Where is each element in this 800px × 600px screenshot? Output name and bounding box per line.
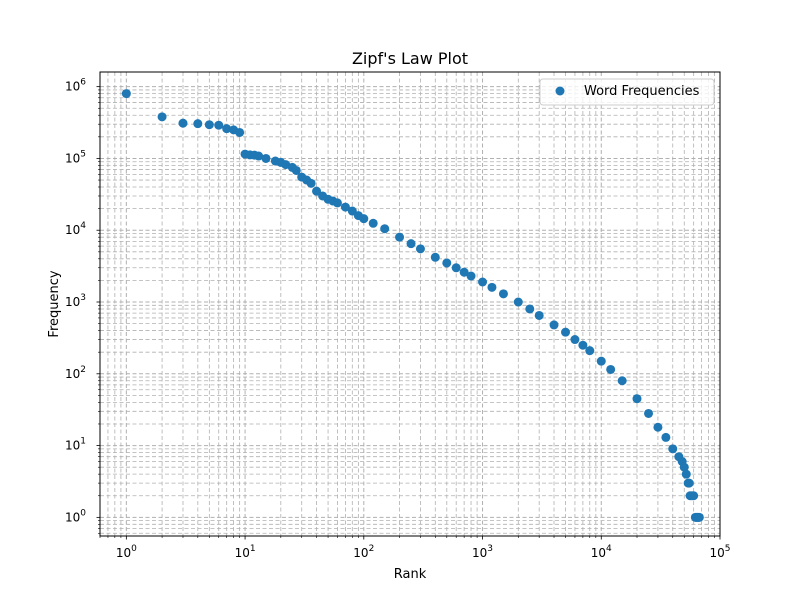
x-tick-label: 101 [235,544,256,560]
y-tick-label: 105 [65,149,86,165]
data-point [235,127,245,137]
x-axis-ticks: 100 101 102 103 104 105 [99,536,731,560]
legend-label: Word Frequencies [584,84,700,99]
y-axis-ticks: 100 101 102 103 104 105 106 [65,78,100,534]
data-point [415,244,425,254]
y-tick-label: 100 [65,508,86,524]
data-point [380,224,390,234]
data-point [549,320,559,330]
y-tick-label: 102 [65,365,86,381]
data-point [178,118,188,128]
data-point [291,165,301,175]
data-point [459,267,469,277]
y-tick-label: 104 [65,221,86,237]
data-point [442,258,452,268]
y-tick-label: 106 [65,78,86,94]
x-tick-label: 103 [472,544,493,560]
y-tick-label: 103 [65,293,86,309]
x-tick-label: 100 [116,544,137,560]
data-point [214,120,224,130]
chart-title: Zipf's Law Plot [352,49,468,68]
data-point [332,198,342,208]
data-point [661,432,671,442]
data-point [157,112,167,122]
data-points [121,89,704,522]
data-point [340,202,350,212]
data-point [306,178,316,188]
x-tick-label: 102 [353,544,374,560]
data-point [513,297,523,307]
data-point [596,356,606,366]
x-tick-label: 104 [591,544,612,560]
data-point [222,124,232,134]
data-point [578,340,588,350]
legend-box [539,78,715,106]
data-point [451,263,461,273]
data-point [466,271,476,281]
data-point [430,252,440,262]
data-point [585,346,595,356]
data-point [679,462,689,472]
plot-frame [99,71,721,537]
data-point [694,512,704,522]
y-axis-label: Frequency [47,270,62,337]
legend: Word Frequencies [539,78,715,106]
data-point [395,232,405,242]
data-point [606,364,616,374]
data-point [684,478,694,488]
data-point [617,376,627,386]
data-point [668,444,678,454]
data-point [204,120,214,130]
data-point [632,394,642,404]
data-point [359,214,369,224]
data-point [121,89,131,99]
data-point [570,335,580,345]
data-point [193,119,203,129]
data-point [312,186,322,196]
data-point [534,310,544,320]
data-point [689,491,699,501]
x-tick-label: 105 [709,544,730,560]
data-point [525,304,535,314]
data-point [261,153,271,163]
data-point [406,239,416,249]
data-point [254,151,264,161]
data-point [498,289,508,299]
x-axis-label: Rank [394,567,427,582]
data-point [653,422,663,432]
legend-marker [555,86,565,96]
data-point [487,282,497,292]
y-tick-label: 101 [65,437,86,453]
data-point [368,218,378,228]
data-point [681,469,691,479]
data-point [644,408,654,418]
data-point [561,327,571,337]
data-point [478,277,488,287]
